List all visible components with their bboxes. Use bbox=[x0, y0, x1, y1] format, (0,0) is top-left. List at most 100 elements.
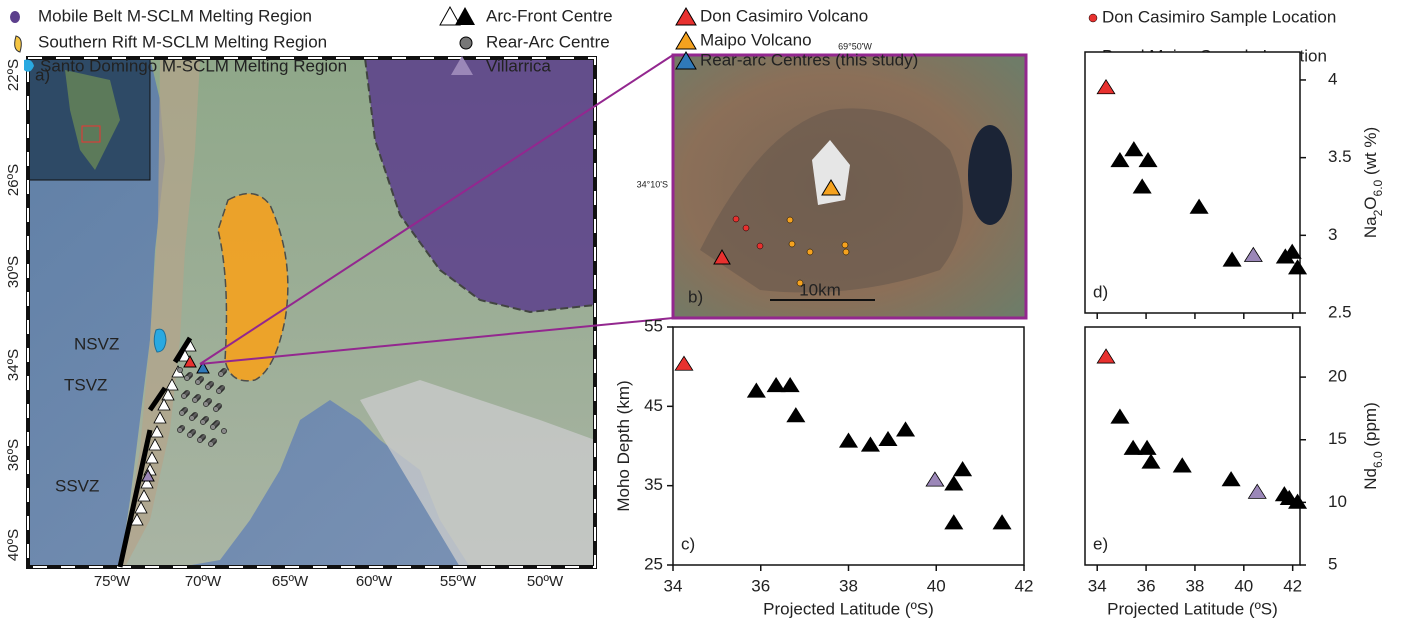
don-casimiro-symbol bbox=[713, 248, 731, 265]
data-point bbox=[1110, 151, 1130, 168]
y-tick-label: 10 bbox=[1328, 492, 1347, 511]
y-tick-label: 15 bbox=[1328, 429, 1347, 448]
data-point bbox=[896, 421, 916, 437]
plot-frame bbox=[1084, 326, 1301, 566]
data-point bbox=[1189, 198, 1209, 214]
legend-label: Don Casimiro Sample Location bbox=[1102, 7, 1336, 26]
x-tick-label: 38 bbox=[1185, 576, 1204, 595]
lon-label: 55ºW bbox=[440, 573, 477, 590]
arc-segment bbox=[147, 386, 168, 412]
rear-arc-symbol bbox=[200, 419, 206, 425]
rear-arc-symbol bbox=[221, 428, 227, 434]
legend-label: Don Casimiro Volcano bbox=[700, 6, 868, 25]
y-tick-label: 25 bbox=[644, 554, 663, 573]
data-point bbox=[766, 376, 786, 393]
legend-symbol bbox=[459, 36, 473, 50]
zone-label: NSVZ bbox=[74, 334, 119, 353]
legend-symbol bbox=[1088, 13, 1098, 23]
data-point bbox=[1172, 457, 1192, 473]
y-tick-label: 5 bbox=[1328, 554, 1337, 573]
legend-label: Villarrica bbox=[486, 56, 551, 75]
data-point bbox=[944, 475, 964, 491]
y-axis-title: Nd6.0 (ppm) bbox=[1361, 402, 1385, 490]
x-tick-label: 42 bbox=[1015, 576, 1034, 595]
map-frame-dash bbox=[27, 57, 596, 568]
legend-symbol bbox=[10, 11, 20, 23]
arc-front-symbol bbox=[130, 513, 144, 526]
arc-segment bbox=[172, 336, 193, 364]
data-point bbox=[1124, 141, 1144, 157]
data-point bbox=[992, 514, 1012, 530]
data-point bbox=[1243, 246, 1263, 262]
panel-label: e) bbox=[1093, 534, 1108, 553]
map-symbols bbox=[130, 339, 227, 526]
legend-label: Southern Rift M-SCLM Melting Region bbox=[38, 32, 327, 51]
y-tick-label: 20 bbox=[1328, 367, 1347, 386]
lat-label: 36ºS bbox=[5, 439, 22, 471]
legend-symbol bbox=[439, 5, 461, 26]
legend-symbol bbox=[455, 7, 475, 25]
arc-front-symbol bbox=[161, 388, 175, 401]
panel-label: b) bbox=[688, 287, 703, 306]
rear-arc-symbol bbox=[192, 397, 198, 403]
x-axis-title: Projected Latitude (ºS) bbox=[763, 599, 934, 618]
y-axis-title-part: Na bbox=[1361, 216, 1380, 238]
scale-label: 10km bbox=[799, 280, 841, 299]
lat-label: 30ºS bbox=[5, 256, 22, 288]
data-point bbox=[746, 382, 766, 398]
image-frame bbox=[671, 53, 1028, 320]
x-tick-label: 36 bbox=[751, 576, 770, 595]
arc-front-symbol bbox=[145, 451, 159, 464]
data-point bbox=[1288, 493, 1308, 509]
x-axis-title: Projected Latitude (ºS) bbox=[1107, 599, 1278, 618]
lon-label: 65ºW bbox=[272, 573, 309, 590]
y-axis-title-part: 2 bbox=[1371, 209, 1385, 216]
data-point bbox=[860, 436, 880, 452]
zone-label: SSVZ bbox=[55, 476, 99, 495]
legend-label: Santo Domingo M-SCLM Melting Region bbox=[40, 56, 347, 75]
data-point bbox=[1137, 439, 1157, 455]
x-tick-label: 42 bbox=[1283, 576, 1302, 595]
lat-label: 26ºS bbox=[5, 164, 22, 196]
inset-locator bbox=[81, 125, 101, 143]
data-point bbox=[1247, 483, 1267, 499]
y-axis-title: Na2O6.0 (wt %) bbox=[1361, 127, 1385, 238]
panel-label: d) bbox=[1093, 282, 1108, 301]
villarrica-symbol bbox=[141, 468, 155, 482]
santo-domingo-region bbox=[153, 328, 167, 353]
legend-symbol bbox=[675, 7, 697, 26]
arc-segment bbox=[117, 429, 153, 568]
data-point bbox=[1096, 78, 1116, 95]
data-point bbox=[1132, 178, 1152, 194]
y-axis-title-part: O bbox=[1361, 196, 1380, 209]
map-panel: a) NSVZ TSVZ SSVZ bbox=[26, 56, 597, 569]
x-tick-label: 40 bbox=[1234, 576, 1253, 595]
lon-label: 75ºW bbox=[94, 573, 131, 590]
legend-label: Arc-Front Centre bbox=[486, 6, 613, 25]
sample-dots bbox=[732, 215, 764, 250]
arc-front-symbol bbox=[148, 438, 162, 451]
x-tick-label: 40 bbox=[927, 576, 946, 595]
arc-front-symbol bbox=[153, 411, 167, 424]
data-point bbox=[780, 376, 800, 393]
data-point bbox=[838, 432, 859, 448]
rear-arc-symbol bbox=[187, 432, 193, 438]
sample-dots bbox=[786, 216, 850, 287]
rear-arc-symbol bbox=[196, 360, 210, 374]
legend-label: Mobile Belt M-SCLM Melting Region bbox=[38, 6, 312, 25]
y-axis-title-part: 6.0 bbox=[1371, 179, 1385, 196]
arc-front-symbol bbox=[165, 378, 179, 391]
data-point bbox=[925, 471, 945, 487]
x-tick-label: 34 bbox=[664, 576, 683, 595]
arc-front-symbol bbox=[150, 425, 164, 438]
don-casimiro-symbol bbox=[183, 354, 197, 368]
arc-front-symbol bbox=[134, 501, 148, 514]
rear-arc-symbol bbox=[208, 441, 214, 447]
rear-arc-symbol bbox=[213, 406, 219, 412]
andes bbox=[120, 60, 200, 567]
rear-arc-symbol bbox=[184, 375, 190, 381]
connector bbox=[199, 317, 674, 365]
legend-symbol bbox=[24, 59, 34, 72]
data-point bbox=[674, 355, 694, 371]
